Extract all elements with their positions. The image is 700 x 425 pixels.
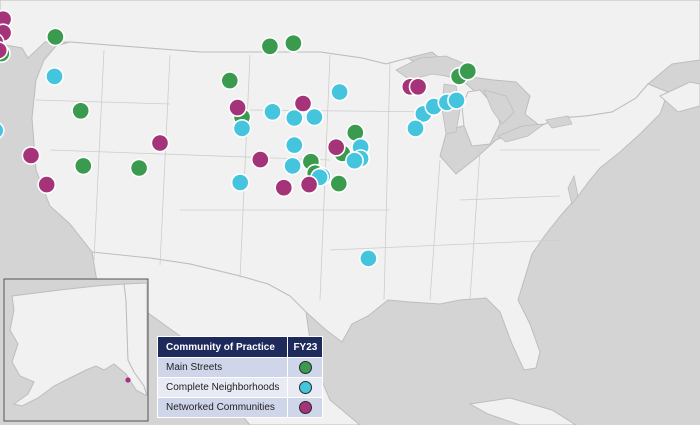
complete-neighborhoods-marker[interactable] bbox=[283, 156, 303, 176]
legend-header-year: FY23 bbox=[287, 336, 324, 358]
networked-communities-marker[interactable] bbox=[408, 77, 428, 97]
networked-communities-marker[interactable] bbox=[21, 146, 41, 165]
lake-erie bbox=[497, 123, 546, 143]
legend-label: Networked Communities bbox=[156, 397, 289, 418]
legend-swatch-cell bbox=[287, 397, 324, 418]
legend: Community of Practice FY23 Main Streets … bbox=[156, 336, 324, 418]
complete-neighborhoods-marker[interactable] bbox=[304, 107, 324, 127]
state-border bbox=[159, 54, 171, 266]
complete-neighborhoods-marker[interactable] bbox=[45, 67, 64, 86]
complete-neighborhoods-marker[interactable] bbox=[230, 173, 250, 192]
main-streets-marker[interactable] bbox=[73, 156, 93, 176]
state-border bbox=[459, 195, 561, 201]
state-border bbox=[239, 54, 251, 279]
complete-neighborhoods-marker[interactable] bbox=[284, 108, 304, 128]
networked-communities-marker[interactable] bbox=[326, 137, 346, 157]
complete-neighborhoods-marker[interactable] bbox=[406, 118, 425, 138]
chesapeake-bay bbox=[567, 174, 579, 205]
networked-communities-marker[interactable] bbox=[37, 175, 57, 195]
legend-swatch-cell bbox=[287, 377, 324, 398]
complete-neighborhoods-marker[interactable] bbox=[447, 91, 466, 110]
markers-layer bbox=[0, 9, 478, 268]
networked-communities-marker[interactable] bbox=[274, 178, 294, 198]
complete-neighborhoods-marker[interactable] bbox=[345, 151, 364, 171]
state-border bbox=[49, 149, 331, 161]
main-streets-marker[interactable] bbox=[46, 27, 65, 47]
state-border bbox=[35, 99, 171, 105]
complete-neighborhoods-marker[interactable] bbox=[358, 248, 378, 268]
state-border bbox=[93, 49, 105, 261]
main-streets-marker[interactable] bbox=[71, 101, 91, 121]
lake-ontario bbox=[545, 115, 573, 129]
networked-communities-marker[interactable] bbox=[299, 175, 319, 195]
networked-communities-marker[interactable] bbox=[293, 94, 313, 113]
main-streets-marker[interactable] bbox=[220, 71, 240, 91]
state-border bbox=[383, 61, 391, 301]
networked-communities-marker[interactable] bbox=[150, 133, 170, 153]
blue-circle-icon bbox=[298, 381, 312, 394]
alaska-inset bbox=[3, 278, 149, 422]
state-border bbox=[429, 159, 441, 301]
canada-inset-landmass bbox=[123, 282, 148, 397]
main-streets-marker[interactable] bbox=[283, 33, 303, 53]
main-streets-marker[interactable] bbox=[129, 158, 149, 178]
nova-scotia-landmass bbox=[659, 81, 700, 113]
networked-communities-marker[interactable] bbox=[228, 98, 248, 118]
main-streets-marker[interactable] bbox=[458, 61, 478, 81]
complete-neighborhoods-marker[interactable] bbox=[0, 122, 5, 139]
complete-neighborhoods-marker[interactable] bbox=[284, 135, 304, 155]
legend-label: Complete Neighborhoods bbox=[156, 377, 289, 398]
main-streets-marker[interactable] bbox=[329, 174, 349, 194]
state-border bbox=[469, 149, 481, 301]
main-streets-marker[interactable] bbox=[260, 36, 280, 56]
state-border bbox=[329, 239, 561, 251]
cuba-landmass bbox=[468, 397, 577, 425]
lake-huron bbox=[483, 89, 515, 125]
purple-circle-icon bbox=[298, 401, 312, 414]
legend-row-networked-communities: Networked Communities bbox=[156, 397, 324, 418]
complete-neighborhoods-marker[interactable] bbox=[263, 102, 282, 122]
legend-row-complete-neighborhoods: Complete Neighborhoods bbox=[156, 377, 324, 398]
green-circle-icon bbox=[298, 361, 312, 374]
networked-communities-marker[interactable] bbox=[250, 150, 270, 170]
legend-header: Community of Practice FY23 bbox=[156, 336, 324, 358]
legend-header-category: Community of Practice bbox=[156, 336, 289, 358]
inset-marker[interactable] bbox=[125, 377, 131, 383]
complete-neighborhoods-marker[interactable] bbox=[330, 82, 350, 102]
complete-neighborhoods-marker[interactable] bbox=[232, 118, 252, 138]
legend-row-main-streets: Main Streets bbox=[156, 357, 324, 378]
networked-communities-marker[interactable] bbox=[0, 41, 9, 60]
legend-swatch-cell bbox=[287, 357, 324, 378]
legend-label: Main Streets bbox=[156, 357, 289, 378]
